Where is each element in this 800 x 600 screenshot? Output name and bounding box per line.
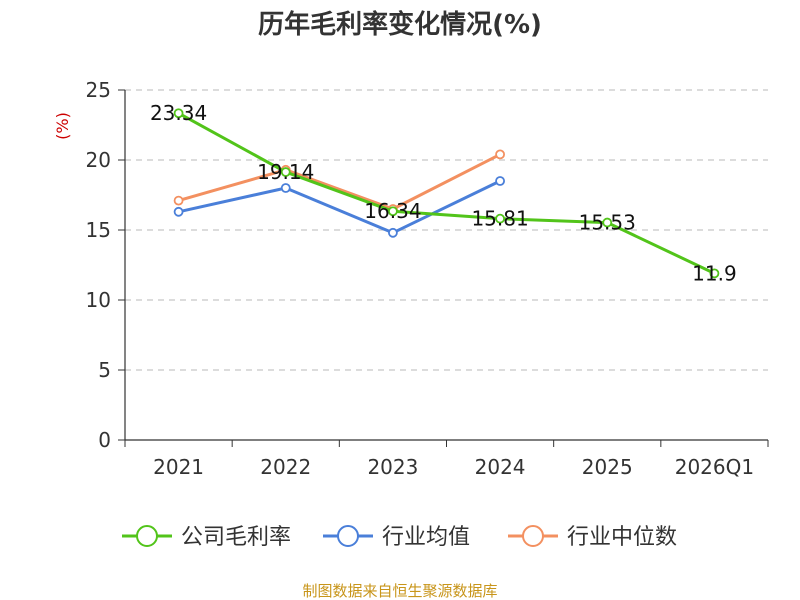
data-label: 15.81: [471, 207, 528, 231]
series-point-0: [602, 217, 613, 228]
series-point-0: [709, 268, 720, 279]
legend-marker: [522, 525, 544, 547]
series-line-0: [177, 111, 716, 275]
legend-item: 行业中位数: [508, 525, 677, 550]
x-tick-label: 2025: [582, 455, 633, 479]
legend-label: 公司毛利率: [181, 525, 291, 550]
source-note: 制图数据来自恒生聚源数据库: [302, 582, 497, 600]
legend-item: 公司毛利率: [122, 525, 291, 550]
legend-item: 行业均值: [323, 525, 470, 550]
y-tick-label: 20: [86, 148, 111, 172]
data-label: 23.34: [150, 101, 207, 125]
y-tick-label: 5: [98, 358, 111, 382]
data-label: 16.34: [364, 199, 421, 223]
data-label: 15.53: [579, 211, 636, 235]
y-tick-label: 15: [86, 218, 111, 242]
grid-lines: [125, 89, 768, 371]
series-point-2: [173, 195, 184, 206]
data-label: 19.14: [257, 160, 314, 184]
series-point-0: [495, 213, 505, 224]
series-point-1: [280, 183, 291, 193]
series-point-1: [388, 227, 398, 238]
legend-marker: [337, 525, 359, 547]
data-label: 11.9: [692, 261, 737, 285]
series-line-2: [178, 153, 501, 211]
y-tick-label: 10: [86, 288, 111, 312]
x-tick-label: 2026Q1: [675, 455, 754, 479]
series-point-2: [495, 149, 505, 160]
series-point-1: [173, 206, 184, 217]
series-point-0: [280, 167, 291, 177]
series-point-0: [388, 206, 398, 217]
series-point-0: [173, 108, 184, 119]
legend-label: 行业中位数: [567, 525, 677, 550]
chart-title: 历年毛利率变化情况(%): [258, 9, 542, 40]
legend-marker: [136, 525, 158, 547]
series-point-1: [495, 176, 505, 186]
y-axis-label: (%): [53, 112, 72, 140]
series-line-1: [178, 179, 501, 235]
data-labels: 23.34 19.14 16.34 15.81 15.53 11.9: [150, 101, 737, 285]
x-tick-label: 2023: [367, 455, 418, 479]
x-tick-label: 2022: [260, 455, 311, 479]
series-group: [173, 108, 720, 279]
y-tick-label: 0: [98, 428, 111, 452]
x-tick-label: 2021: [153, 455, 204, 479]
y-tick-label: 25: [86, 78, 111, 102]
legend: 公司毛利率 行业均值 行业中位数: [122, 525, 677, 550]
x-tick-label: 2024: [475, 455, 526, 479]
legend-label: 行业均值: [382, 525, 470, 550]
